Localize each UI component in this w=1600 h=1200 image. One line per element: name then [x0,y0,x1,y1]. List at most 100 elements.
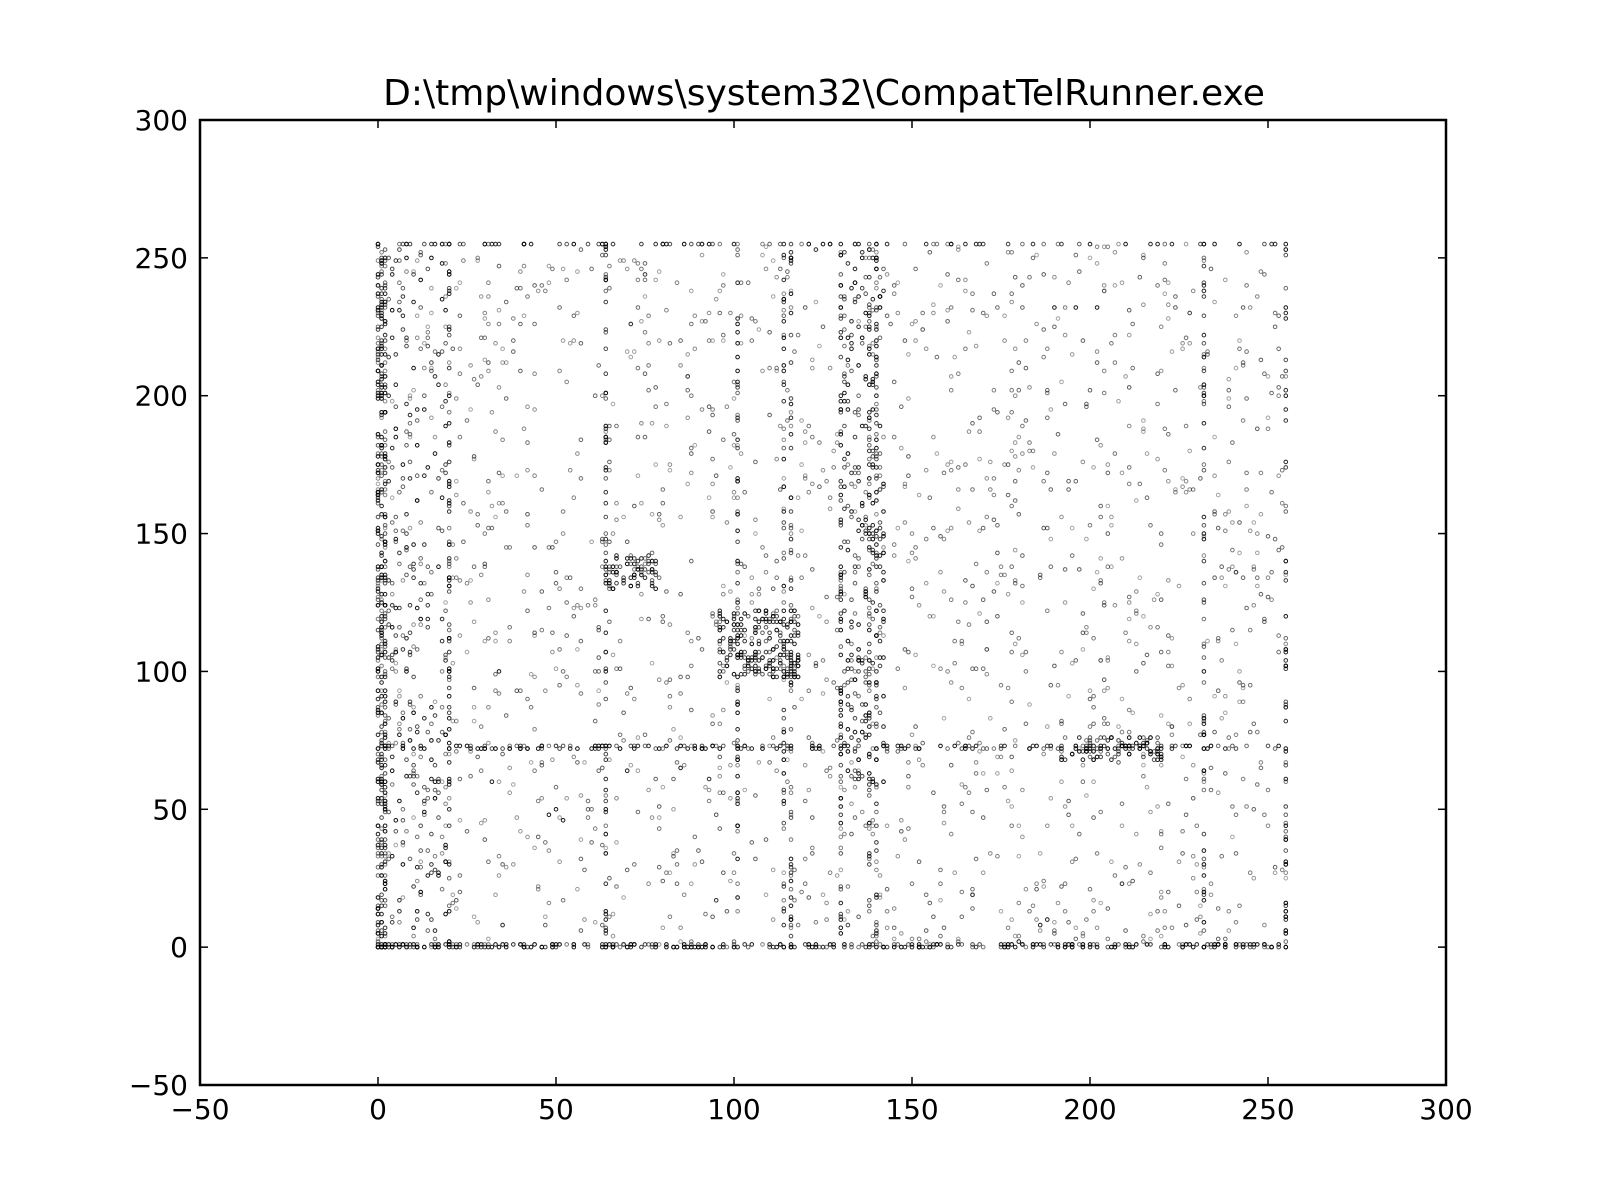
scatter-point [952,354,958,360]
scatter-point [870,721,876,727]
scatter-point [382,302,388,308]
scatter-point [628,553,634,558]
scatter-point [1098,754,1103,760]
scatter-point [404,547,409,553]
scatter-point [778,423,783,429]
scatter-point [689,663,694,669]
scatter-point [756,641,762,647]
scatter-point [575,269,580,274]
scatter-point [432,241,438,247]
scatter-point [393,528,399,534]
scatter-point [927,614,933,619]
scatter-point [1016,434,1022,440]
scatter-point [500,922,505,928]
scatter-point [867,495,872,501]
scatter-point [845,768,851,774]
scatter-point [382,784,388,790]
scatter-point [389,754,395,760]
scatter-point [902,837,908,842]
scatter-point [902,241,908,247]
scatter-point [838,724,844,729]
scatter-point [1123,928,1128,933]
scatter-point [820,324,826,330]
scatter-point [877,305,883,310]
scatter-point [1283,823,1289,829]
scatter-point [1101,721,1107,727]
scatter-point [902,481,908,487]
scatter-point [760,671,765,677]
scatter-point [603,550,609,556]
scatter-point [1094,569,1100,575]
scatter-point [867,793,872,798]
scatter-point [931,663,936,669]
scatter-point [596,768,602,774]
scatter-point [838,735,844,740]
scatter-point [721,616,726,622]
scatter-point [414,258,420,263]
scatter-point [607,263,612,269]
scatter-point [446,272,452,277]
scatter-point [446,727,452,732]
scatter-point [382,374,388,379]
scatter-point [1041,354,1046,360]
scatter-point [984,647,990,652]
scatter-point [1052,451,1057,456]
scatter-point [1155,751,1160,757]
scatter-point [1283,779,1289,785]
scatter-point [382,713,388,718]
scatter-point [607,437,612,443]
scatter-point [838,867,844,873]
scatter-point [1201,332,1207,338]
scatter-point [838,851,844,856]
scatter-point [382,898,388,903]
scatter-point [874,393,879,399]
scatter-point [706,787,712,793]
scatter-point [920,310,926,316]
scatter-point [856,658,861,663]
scatter-point [770,674,776,680]
scatter-point [389,580,395,586]
scatter-point [1098,900,1103,906]
scatter-point [375,283,381,288]
scatter-point [1105,738,1111,743]
scatter-point [489,410,495,415]
scatter-point [1009,448,1015,454]
scatter-point [379,680,384,685]
scatter-point [1030,944,1036,950]
scatter-point [411,710,416,716]
scatter-point [1166,578,1171,583]
scatter-point [1283,875,1289,881]
scatter-point [863,669,869,674]
scatter-point [450,542,456,547]
scatter-point [1098,809,1103,815]
scatter-point [486,368,491,374]
scatter-point [991,589,997,594]
scatter-point [386,851,392,856]
scatter-point [646,553,651,558]
scatter-point [1162,467,1168,473]
scatter-point [382,903,388,909]
scatter-point [717,608,723,614]
scatter-point [553,944,559,950]
scatter-point [710,514,715,520]
scatter-point [781,884,787,889]
scatter-point [859,285,865,291]
scatter-point [721,338,726,343]
scatter-point [874,407,879,412]
scatter-point [735,330,740,335]
scatter-point [379,815,384,820]
scatter-point [532,942,537,947]
scatter-point [767,760,772,765]
scatter-point [532,545,537,550]
scatter-point [411,387,416,393]
scatter-point [454,718,459,724]
scatter-point [1283,917,1289,922]
scatter-point [874,564,879,570]
scatter-point [400,895,406,900]
scatter-point [856,319,861,324]
scatter-point [867,641,872,647]
scatter-point [375,594,381,600]
scatter-point [931,302,936,308]
scatter-point [1030,743,1036,749]
scatter-point [995,523,1000,528]
